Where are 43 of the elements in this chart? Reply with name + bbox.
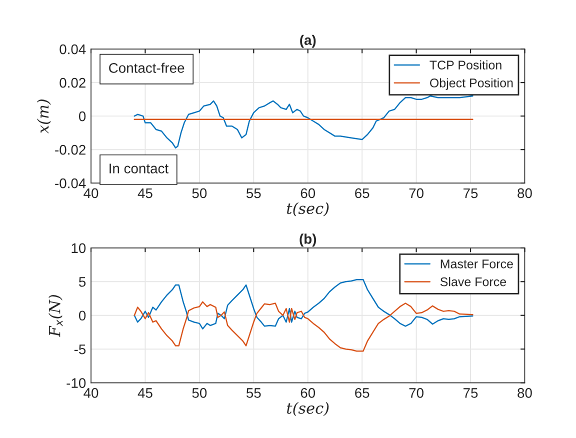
x-tick-label: 40 <box>84 388 98 398</box>
y-axis-title: F$_{x}$(N) <box>48 295 63 338</box>
legend-label: Object Position <box>430 78 513 90</box>
y-tick-label: -0.04 <box>55 178 86 188</box>
x-tick-label: 40 <box>84 188 98 198</box>
x-tick-label: 80 <box>518 188 532 198</box>
annotation: Contact-free <box>109 62 184 73</box>
y-tick-label: 10 <box>72 243 86 254</box>
legend-label: TCP Position <box>430 60 502 70</box>
x-tick-label: 70 <box>409 188 424 198</box>
y-tick-label: -10 <box>66 378 86 388</box>
x-tick-label: 75 <box>464 388 478 398</box>
x-tick-label: 65 <box>355 388 370 398</box>
chart-title: (a) <box>300 34 316 48</box>
annotation: In contact <box>110 164 168 174</box>
line-series <box>134 278 474 330</box>
x-tick-label: 60 <box>300 388 316 398</box>
x-axis-title: t(sec) <box>286 202 329 216</box>
y-tick-label: 0 <box>78 111 86 122</box>
x-tick-label: 50 <box>192 188 207 198</box>
x-axis-title: t(sec) <box>286 402 329 416</box>
line-series <box>134 95 474 149</box>
x-tick-label: 80 <box>518 388 532 398</box>
y-tick-label: 0 <box>78 310 86 321</box>
chart-title: (b) <box>300 234 316 247</box>
y-tick-label: -5 <box>74 344 86 354</box>
x-tick-label: 45 <box>138 188 152 198</box>
y-tick-label: 5 <box>78 277 86 287</box>
y-axis-title: x(m) <box>36 100 51 134</box>
y-tick-label: 0.02 <box>60 78 86 88</box>
line-series <box>134 301 474 352</box>
legend-label: Master Force <box>440 260 513 268</box>
x-tick-label: 75 <box>464 188 478 198</box>
x-tick-label: 55 <box>246 188 261 198</box>
x-tick-label: 45 <box>138 388 152 398</box>
y-tick-label: -0.02 <box>55 144 86 155</box>
x-tick-label: 70 <box>409 388 424 398</box>
x-tick-label: 55 <box>246 388 261 398</box>
y-tick-label: 0.04 <box>60 44 86 54</box>
x-tick-label: 50 <box>192 388 207 398</box>
x-tick-label: 60 <box>300 188 316 198</box>
x-tick-label: 65 <box>355 188 370 198</box>
legend-label: Slave Force <box>440 277 506 286</box>
